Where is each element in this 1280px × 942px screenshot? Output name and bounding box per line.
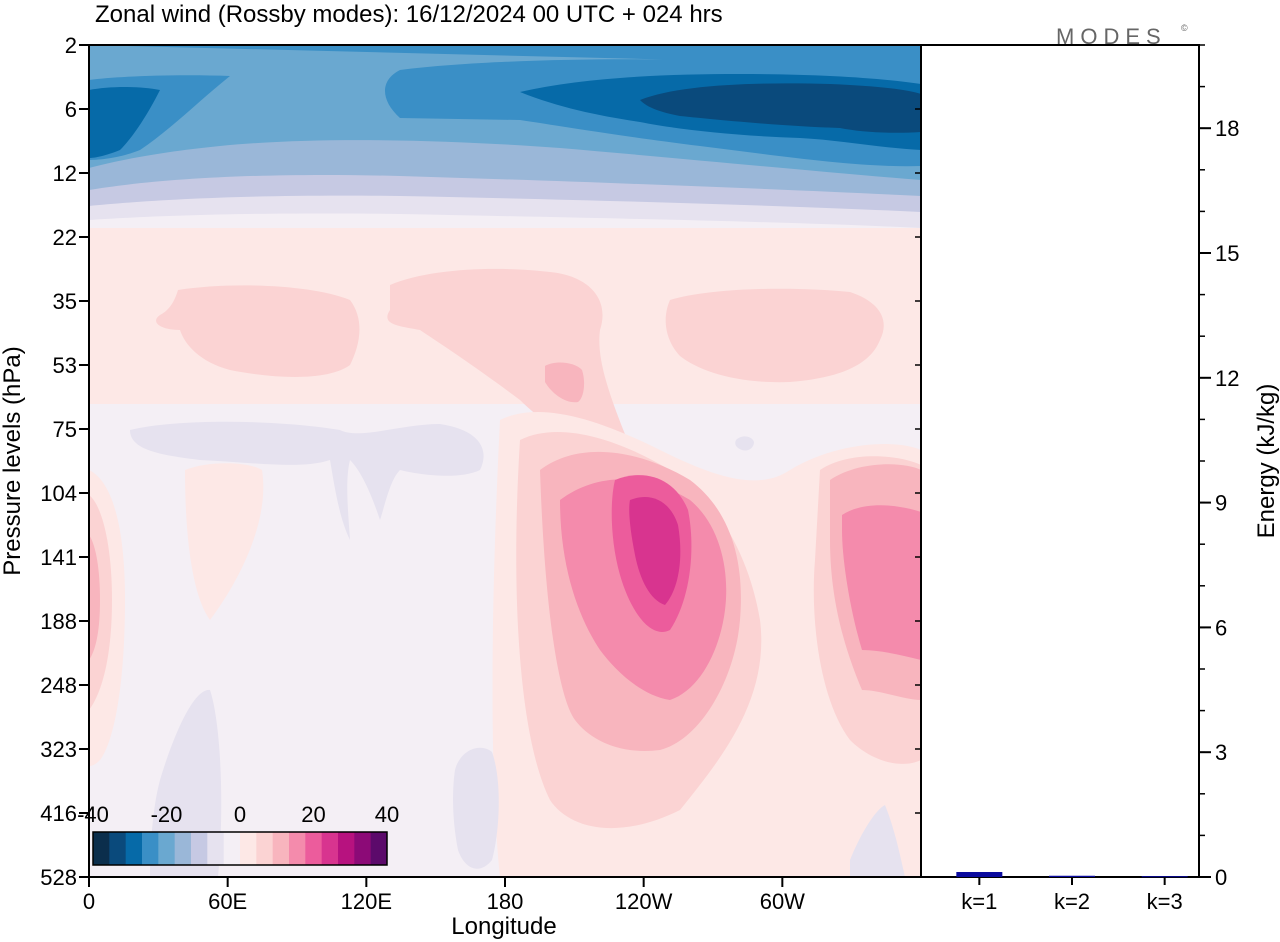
- energy-tick-label: 0: [1215, 865, 1227, 890]
- x-tick-label: 120W: [615, 889, 673, 914]
- x-axis-label: Longitude: [451, 913, 556, 940]
- contour-pink-patch-a: [185, 463, 264, 620]
- energy-bar-k=1: [956, 872, 1003, 877]
- colorbar-swatch: [207, 832, 225, 865]
- colorbar-swatch: [109, 832, 127, 865]
- colorbar-swatch: [338, 832, 355, 865]
- y-tick-label: 53: [53, 353, 77, 378]
- colorbar-swatch: [93, 832, 110, 865]
- colorbar-tick-label: 40: [375, 802, 399, 827]
- colorbar-tick-label: 0: [234, 802, 246, 827]
- contour-west-edge-2: [89, 495, 112, 710]
- y-tick-label: 2: [65, 33, 77, 58]
- bar-x-axis: k=1 k=2 k=3: [961, 877, 1183, 914]
- x-tick-label: 120E: [341, 889, 392, 914]
- colorbar-swatch: [142, 832, 159, 865]
- contour-pink-small: [545, 362, 585, 403]
- colorbar-swatch: [305, 832, 323, 865]
- chart-title: Zonal wind (Rossby modes): 16/12/2024 00…: [95, 1, 723, 28]
- energy-tick-label: 15: [1215, 241, 1239, 266]
- x-axis: 0 60E 120E 180 120W 60W: [83, 877, 805, 914]
- energy-tick-label: 18: [1215, 116, 1239, 141]
- bar-panel-frame: [920, 44, 1200, 878]
- energy-axis: 0 3 6 9 12 15 18: [1199, 44, 1239, 890]
- x-tick-label: 180: [487, 889, 524, 914]
- colorbar-tick-label: -20: [151, 802, 183, 827]
- colorbar-swatch: [256, 832, 274, 865]
- colorbar-swatch: [125, 832, 143, 865]
- heatmap-plot: [89, 45, 921, 877]
- colorbar-swatch: [289, 832, 306, 865]
- y-axis: 2 6 12 22 35 53 75 104 141 188 248 323 416 528: [40, 33, 921, 890]
- logo-copyright-mark: ©: [1181, 23, 1188, 33]
- energy-tick-label: 9: [1215, 491, 1227, 516]
- contour-pink-strat-east: [665, 288, 884, 383]
- colorbar-swatch: [240, 832, 257, 865]
- contour-west-edge-3: [89, 535, 100, 660]
- y-tick-label: 75: [53, 417, 77, 442]
- bar-x-tick-label: k=3: [1147, 889, 1183, 914]
- y-tick-label: 104: [40, 481, 77, 506]
- energy-tick-label: 12: [1215, 366, 1239, 391]
- y-tick-label: 12: [53, 161, 77, 186]
- colorbar-swatch: [272, 832, 290, 865]
- x-tick-label: 60W: [760, 889, 805, 914]
- x-tick-label: 0: [83, 889, 95, 914]
- y-tick-label: 528: [40, 865, 77, 890]
- energy-bar-k=2: [1049, 875, 1095, 877]
- colorbar-frame: [92, 831, 388, 866]
- y-tick-label: 22: [53, 225, 77, 250]
- y-tick-label: 188: [40, 609, 77, 634]
- bar-x-tick-label: k=1: [961, 889, 997, 914]
- contour-blue-patch-low-c: [850, 805, 905, 877]
- y-tick-label: 416: [40, 801, 77, 826]
- y-tick-label: 35: [53, 289, 77, 314]
- energy-tick-label: 6: [1215, 615, 1227, 640]
- y-tick-label: 141: [40, 545, 77, 570]
- y-tick-label: 323: [40, 737, 77, 762]
- colorbar-tick-label: -40: [77, 802, 109, 827]
- contour-blue-7: [640, 83, 921, 133]
- contour-blue-patch-dot: [735, 436, 754, 451]
- colorbar-swatch: [321, 832, 339, 865]
- energy-axis-label: Energy (kJ/kg): [1253, 384, 1280, 539]
- y-tick-label: 248: [40, 673, 77, 698]
- energy-tick-label: 3: [1215, 740, 1227, 765]
- colorbar-swatch: [174, 832, 192, 865]
- contour-blue-patch-mid: [130, 421, 484, 540]
- contour-trop-6: [629, 497, 681, 605]
- energy-bars: [956, 872, 1188, 878]
- colorbar-swatch: [223, 832, 241, 865]
- bar-x-tick-label: k=2: [1054, 889, 1090, 914]
- colorbar-swatch: [354, 832, 372, 865]
- contour-pink-strat-west: [156, 285, 360, 377]
- colorbar-swatch: [191, 832, 208, 865]
- colorbar: -40 -20 0 20 40: [77, 802, 399, 866]
- colorbar-tick-label: 20: [301, 802, 325, 827]
- energy-bar-k=3: [1141, 876, 1188, 878]
- colorbar-swatch: [370, 832, 388, 865]
- y-tick-label: 6: [65, 97, 77, 122]
- y-axis-label: Pressure levels (hPa): [0, 346, 26, 575]
- colorbar-swatch: [158, 832, 176, 865]
- contour-blue-patch-low-a: [150, 689, 222, 877]
- x-tick-label: 60E: [208, 889, 247, 914]
- contour-blue-patch-low-b: [453, 747, 499, 869]
